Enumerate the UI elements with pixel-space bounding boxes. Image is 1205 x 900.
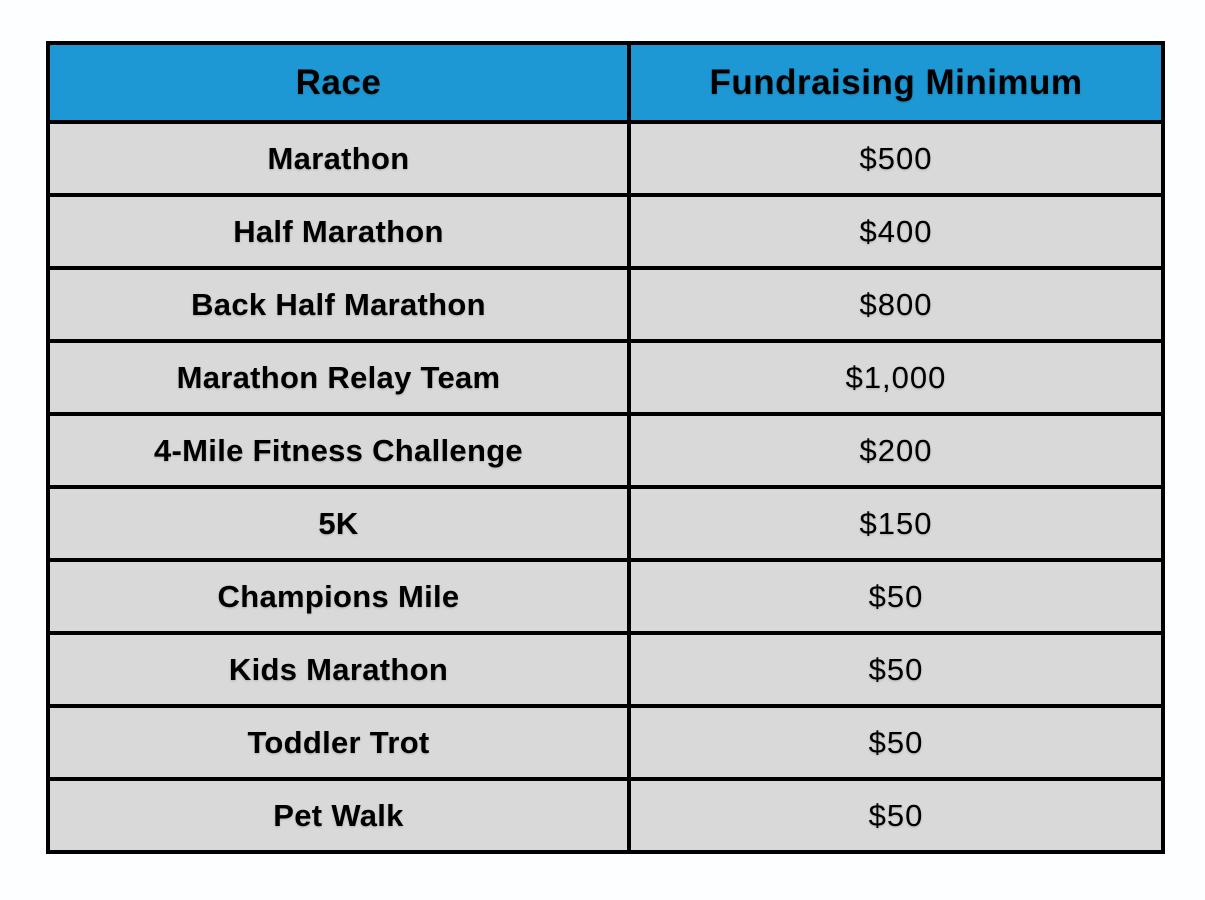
header-row: Race Fundraising Minimum	[46, 41, 1165, 124]
minimum-cell: $50	[627, 704, 1165, 781]
race-cell: Toddler Trot	[46, 704, 631, 781]
table-row: Marathon Relay Team $1,000	[46, 339, 1165, 416]
minimum-cell: $50	[627, 631, 1165, 708]
race-cell: 5K	[46, 485, 631, 562]
minimum-cell: $800	[627, 266, 1165, 343]
race-cell: Pet Walk	[46, 777, 631, 854]
race-cell: Kids Marathon	[46, 631, 631, 708]
race-cell: Marathon	[46, 120, 631, 197]
fundraising-table: Race Fundraising Minimum Marathon $500 H…	[46, 41, 1165, 854]
minimum-cell: $150	[627, 485, 1165, 562]
table-row: 5K $150	[46, 485, 1165, 562]
minimum-cell: $500	[627, 120, 1165, 197]
race-cell: Marathon Relay Team	[46, 339, 631, 416]
table-row: Back Half Marathon $800	[46, 266, 1165, 343]
header-cell-race: Race	[46, 41, 631, 124]
race-cell: Back Half Marathon	[46, 266, 631, 343]
table-row: Kids Marathon $50	[46, 631, 1165, 708]
table-row: 4-Mile Fitness Challenge $200	[46, 412, 1165, 489]
race-cell: 4-Mile Fitness Challenge	[46, 412, 631, 489]
table-row: Half Marathon $400	[46, 193, 1165, 270]
minimum-cell: $50	[627, 777, 1165, 854]
table-row: Marathon $500	[46, 120, 1165, 197]
table-row: Champions Mile $50	[46, 558, 1165, 635]
table-row: Toddler Trot $50	[46, 704, 1165, 781]
race-cell: Half Marathon	[46, 193, 631, 270]
race-cell: Champions Mile	[46, 558, 631, 635]
minimum-cell: $200	[627, 412, 1165, 489]
table-row: Pet Walk $50	[46, 777, 1165, 854]
minimum-cell: $400	[627, 193, 1165, 270]
header-cell-fundraising-minimum: Fundraising Minimum	[627, 41, 1165, 124]
minimum-cell: $1,000	[627, 339, 1165, 416]
minimum-cell: $50	[627, 558, 1165, 635]
